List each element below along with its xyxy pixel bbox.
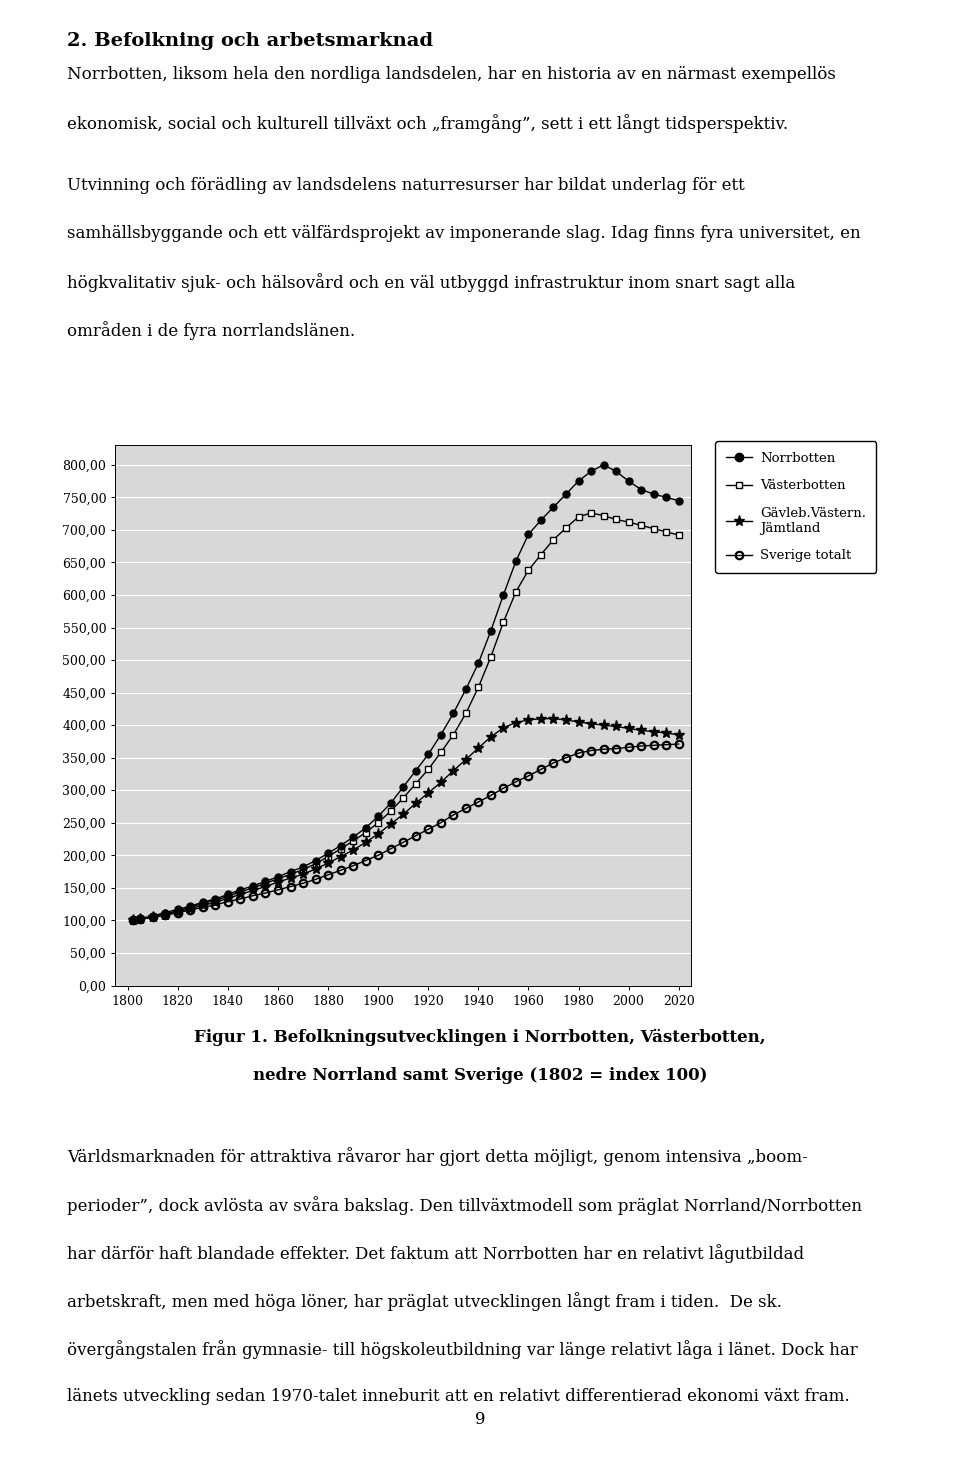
Text: högkvalitativ sjuk- och hälsovård och en väl utbyggd infrastruktur inom snart sa: högkvalitativ sjuk- och hälsovård och en… <box>67 273 796 292</box>
Text: länets utveckling sedan 1970-talet inneburit att en relativt differentierad ekon: länets utveckling sedan 1970-talet inneb… <box>67 1388 850 1406</box>
Text: områden i de fyra norrlandslänen.: områden i de fyra norrlandslänen. <box>67 321 355 340</box>
Text: samhällsbyggande och ett välfärdsprojekt av imponerande slag. Idag finns fyra un: samhällsbyggande och ett välfärdsprojekt… <box>67 225 861 242</box>
Text: 2. Befolkning och arbetsmarknad: 2. Befolkning och arbetsmarknad <box>67 32 433 50</box>
Text: arbetskraft, men med höga löner, har präglat utvecklingen långt fram i tiden.  D: arbetskraft, men med höga löner, har prä… <box>67 1292 782 1311</box>
Text: perioder”, dock avlösta av svåra bakslag. Den tillväxtmodell som präglat Norrlan: perioder”, dock avlösta av svåra bakslag… <box>67 1196 862 1215</box>
Text: Utvinning och förädling av landsdelens naturresurser har bildat underlag för ett: Utvinning och förädling av landsdelens n… <box>67 177 745 194</box>
Text: övergångstalen från gymnasie- till högskoleutbildning var länge relativt låga i : övergångstalen från gymnasie- till högsk… <box>67 1340 858 1359</box>
Legend: Norrbotten, Västerbotten, Gävleb.Västern.
Jämtland, Sverige totalt: Norrbotten, Västerbotten, Gävleb.Västern… <box>715 441 876 572</box>
Text: ekonomisk, social och kulturell tillväxt och „framgång”, sett i ett långt tidspe: ekonomisk, social och kulturell tillväxt… <box>67 114 788 133</box>
Text: Norrbotten, liksom hela den nordliga landsdelen, har en historia av en närmast e: Norrbotten, liksom hela den nordliga lan… <box>67 66 836 83</box>
Text: nedre Norrland samt Sverige (1802 = index 100): nedre Norrland samt Sverige (1802 = inde… <box>252 1067 708 1085</box>
Text: Figur 1. Befolkningsutvecklingen i Norrbotten, Västerbotten,: Figur 1. Befolkningsutvecklingen i Norrb… <box>194 1029 766 1047</box>
Text: har därför haft blandade effekter. Det faktum att Norrbotten har en relativt låg: har därför haft blandade effekter. Det f… <box>67 1244 804 1263</box>
Text: Världsmarknaden för attraktiva råvaror har gjort detta möjligt, genom intensiva : Världsmarknaden för attraktiva råvaror h… <box>67 1148 808 1167</box>
Text: 9: 9 <box>475 1410 485 1428</box>
